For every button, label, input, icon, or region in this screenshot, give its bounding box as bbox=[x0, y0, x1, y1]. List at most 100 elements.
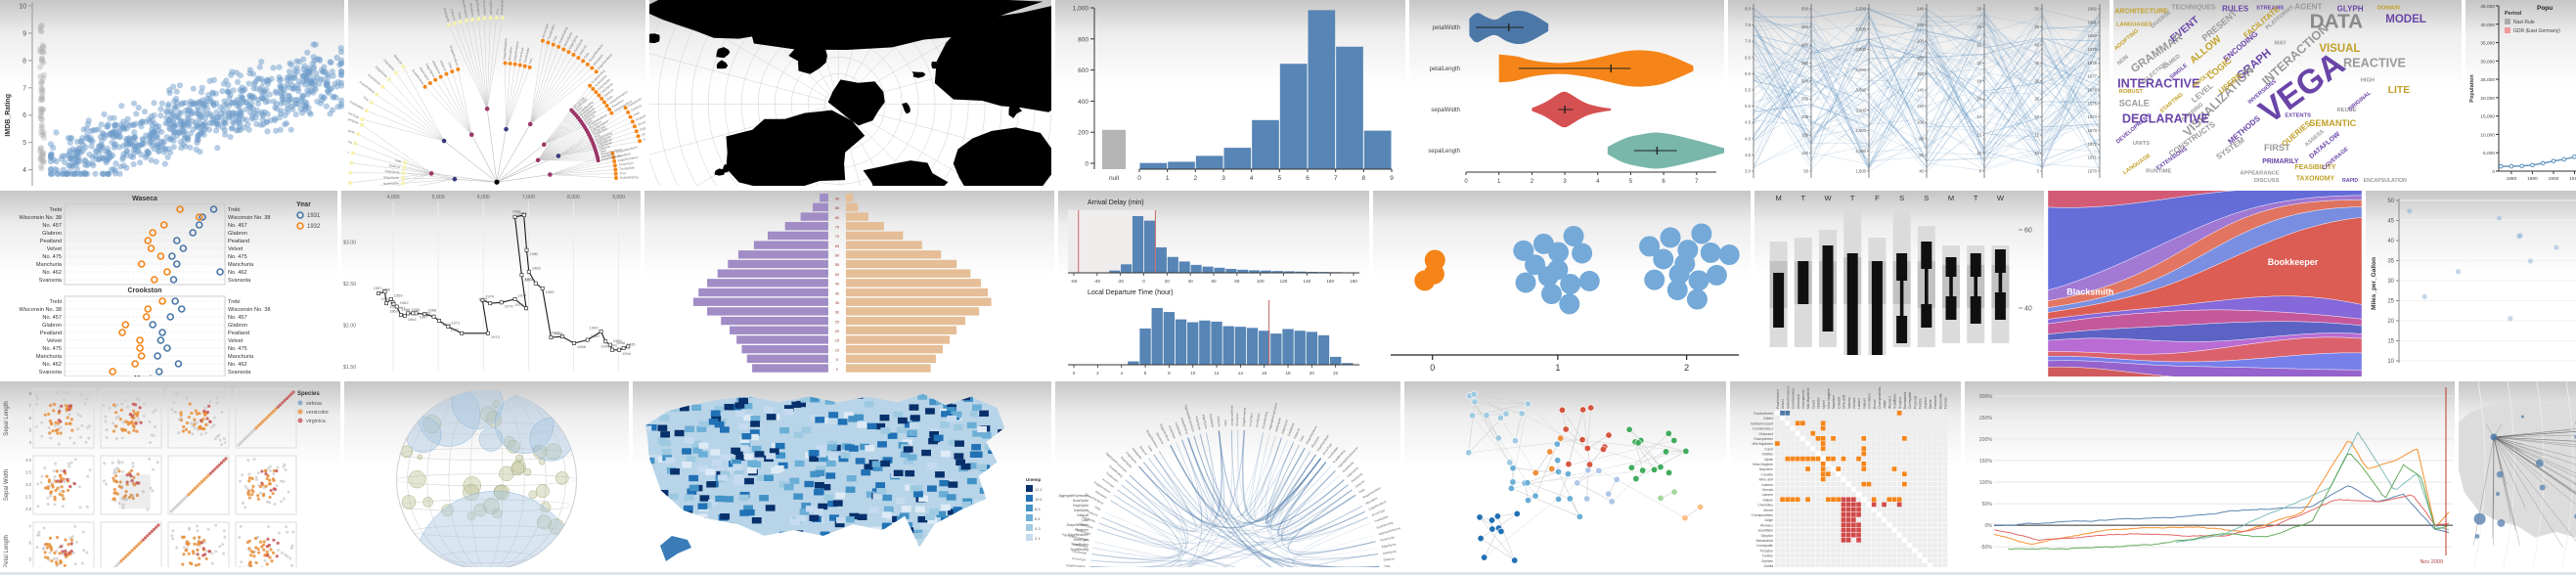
movies-histogram-chart: 1,000 800 600 400 200 0 null 0 1 2 3 4 5 6 7 8 9 bbox=[1073, 6, 1394, 183]
svg-text:IRenderer: IRenderer bbox=[617, 152, 633, 158]
svg-text:Bamatabois: Bamatabois bbox=[1756, 539, 1774, 543]
tile-flights-crossfilter[interactable]: Arrival Delay (min) -60 -40 -20 0 20 40 60 80 100… bbox=[1058, 191, 1369, 376]
svg-text:160: 160 bbox=[1326, 279, 1334, 284]
y-axis: 1,000 800 600 400 200 0 bbox=[1073, 6, 1095, 169]
svg-text:Champmathieu: Champmathieu bbox=[1878, 386, 1882, 409]
svg-text:TreeBuilder: TreeBuilder bbox=[348, 100, 365, 111]
tile-job-voyager[interactable]: Blacksmith Bookkeeper bbox=[2048, 191, 2362, 376]
tile-dot-groups[interactable]: 0 1 2 bbox=[1373, 191, 1751, 376]
svg-text:5.5: 5.5 bbox=[1745, 88, 1751, 93]
svg-text:ScaleBinding: ScaleBinding bbox=[1070, 548, 1088, 552]
svg-text:EdgeRenderer: EdgeRenderer bbox=[601, 154, 623, 161]
svg-text:1973: 1973 bbox=[491, 334, 501, 339]
svg-text:setosa: setosa bbox=[306, 401, 322, 407]
svg-text:20: 20 bbox=[1976, 61, 1981, 66]
svg-text:40,000: 40,000 bbox=[2480, 22, 2495, 28]
svg-text:50: 50 bbox=[835, 272, 840, 277]
leaf-labels: ShapeRendererIRendererEdgeRendererArrowT… bbox=[348, 0, 645, 186]
svg-text:1977: 1977 bbox=[518, 292, 528, 297]
svg-text:Svansota: Svansota bbox=[39, 370, 63, 376]
svg-text:TECHNIQUES: TECHNIQUES bbox=[2171, 5, 2216, 12]
svg-text:Mme.deR: Mme.deR bbox=[1843, 394, 1846, 409]
tile-parallel-coords[interactable]: 8.0 7.5 7.0 6.5 6.0 5.5 5.0 4.5 4.0 3.5 3.0 500 450 4… bbox=[1728, 0, 2110, 186]
svg-text:10.1: 10.1 bbox=[1035, 497, 1044, 502]
svg-text:CountessdeLo: CountessdeLo bbox=[1792, 388, 1796, 409]
svg-text:1976: 1976 bbox=[505, 303, 514, 308]
tile-edge-bundling[interactable]: AggregateExpressionNodeSpriteEdgeSpriteD… bbox=[1055, 381, 1400, 567]
svg-text:20: 20 bbox=[1165, 279, 1171, 284]
svg-text:No. 457: No. 457 bbox=[228, 223, 247, 229]
svg-text:3: 3 bbox=[1221, 175, 1225, 182]
tile-mpg-scatter[interactable]: 50 45 40 35 30 25 20 15 10 Miles_per_Gallon bbox=[2366, 191, 2576, 376]
svg-text:ScaleBinding: ScaleBinding bbox=[1071, 542, 1088, 549]
svg-text:ArrowType: ArrowType bbox=[1248, 413, 1254, 427]
tile-imdb-scatter[interactable]: 10 9 8 7 6 5 4 IMDB_Rating bbox=[0, 0, 344, 186]
tile-radial-tree[interactable]: ShapeRendererIRendererEdgeRendererArrowT… bbox=[348, 0, 645, 186]
tile-movies-histogram[interactable]: 1,000 800 600 400 200 0 null 0 1 2 3 4 5 6 7 8 9 bbox=[1055, 0, 1405, 186]
departure-bars bbox=[1128, 308, 1354, 365]
x-axis: 0 1 2 bbox=[1391, 354, 1739, 373]
svg-text:1991: 1991 bbox=[608, 342, 618, 347]
svg-text:1931: 1931 bbox=[307, 213, 321, 219]
svg-text:45,000: 45,000 bbox=[2480, 4, 2495, 10]
svg-text:ShapeRenderer: ShapeRenderer bbox=[449, 45, 460, 67]
svg-text:EdgeRenderer: EdgeRenderer bbox=[512, 40, 519, 62]
tile-airport-connections[interactable] bbox=[2459, 381, 2576, 567]
svg-text:2.5: 2.5 bbox=[25, 495, 31, 500]
svg-text:Fauchelevent: Fauchelevent bbox=[1754, 412, 1773, 416]
svg-text:85: 85 bbox=[835, 205, 840, 210]
iris-splom-chart: Sepal Length 8 7 6 5 4 Sepal Width 4.0 3.5 3.0 2.5… bbox=[4, 388, 329, 567]
svg-text:ArrowType: ArrowType bbox=[348, 110, 360, 119]
tile-iris-violins[interactable]: petalWidth petalLength sepalWidth sepalLeng… bbox=[1409, 0, 1724, 186]
tile-driving-shifts[interactable]: 4,000 5,000 6,000 7,000 8,000 9,000 $3.00 $2.50… bbox=[341, 191, 641, 376]
svg-text:5,000: 5,000 bbox=[2483, 151, 2495, 156]
tile-world-map[interactable] bbox=[649, 0, 1051, 186]
tile-falkensee-line[interactable]: 45,000 40,000 35,000 30,000 25,000 20,000 15,0… bbox=[2465, 0, 2576, 186]
svg-text:4.5: 4.5 bbox=[1745, 120, 1751, 125]
svg-text:DataSprite: DataSprite bbox=[1287, 422, 1296, 437]
svg-text:1963: 1963 bbox=[389, 309, 399, 314]
tile-us-choropleth[interactable]: Unemp 12.1 10.1 8.6 6.4 4.3 2.1 bbox=[633, 381, 1051, 567]
svg-text:VISUAL: VISUAL bbox=[2319, 43, 2360, 55]
curves bbox=[1089, 429, 1380, 567]
svg-text:10,000: 10,000 bbox=[2480, 132, 2495, 138]
svg-text:4.0: 4.0 bbox=[25, 458, 31, 463]
adjacency-matrix-chart: FaucheleventFaucheleventGribierGribierMo… bbox=[1751, 386, 1948, 567]
svg-text:1961: 1961 bbox=[397, 305, 407, 310]
svg-text:STREAMS: STREAMS bbox=[2256, 6, 2284, 12]
tile-earthquakes-globe[interactable] bbox=[344, 381, 629, 567]
svg-text:1994: 1994 bbox=[622, 351, 632, 356]
svg-text:14: 14 bbox=[1976, 114, 1981, 119]
svg-text:Simplice: Simplice bbox=[1898, 396, 1902, 409]
grid bbox=[2399, 199, 2576, 362]
svg-text:40: 40 bbox=[2034, 42, 2039, 47]
svg-text:3,500: 3,500 bbox=[1856, 88, 1867, 93]
svg-text:ArrowType: ArrowType bbox=[1101, 477, 1115, 489]
svg-text:4,000: 4,000 bbox=[387, 195, 400, 200]
tile-iris-splom[interactable]: Sepal Length 8 7 6 5 4 Sepal Width 4.0 3.5 3.0 2.5… bbox=[0, 381, 340, 567]
tile-population-pyramid[interactable]: 90 85 80 75 70 65 60 55 50 45 40 35 30 25 20 15 10 5 0 bbox=[644, 191, 1054, 376]
tile-weather-ranges[interactable]: M T W T F S S M T W 60 40 bbox=[1754, 191, 2044, 376]
svg-text:12: 12 bbox=[1214, 371, 1220, 376]
tile-adjacency-matrix[interactable]: Fauchelevent Fauchelevent Gribier Gribier Mo… bbox=[1730, 381, 1961, 567]
svg-text:20: 20 bbox=[1310, 371, 1315, 376]
svg-text:20: 20 bbox=[2034, 114, 2039, 119]
tile-barley-trellis[interactable]: Waseca Trebi Trebi Wisconsin No. 38 Wisconsi… bbox=[0, 191, 337, 376]
x-axis: null 0 1 2 3 4 5 6 7 8 9 bbox=[1109, 168, 1394, 182]
null-points bbox=[37, 22, 47, 172]
svg-text:DOMAIN: DOMAIN bbox=[2377, 6, 2400, 12]
svg-text:Myriel: Myriel bbox=[1822, 400, 1826, 409]
svg-text:DataSprite: DataSprite bbox=[1209, 414, 1215, 428]
tile-force-graph[interactable] bbox=[1404, 381, 1726, 567]
svg-text:1975: 1975 bbox=[2088, 101, 2098, 106]
svg-text:DataSprite: DataSprite bbox=[431, 60, 442, 74]
tile-stock-index-chart[interactable]: 300% 250% 200% 150% 100% 50% 0% -50% Nov 2009 bbox=[1965, 381, 2455, 567]
svg-text:DataList: DataList bbox=[393, 54, 404, 66]
svg-text:IRenderer: IRenderer bbox=[468, 3, 474, 19]
svg-text:NodeSprite: NodeSprite bbox=[1194, 416, 1202, 431]
svg-text:Valjean: Valjean bbox=[1762, 498, 1773, 502]
svg-text:1978: 1978 bbox=[514, 302, 524, 307]
svg-text:No. 475: No. 475 bbox=[228, 346, 247, 352]
svg-text:20,000: 20,000 bbox=[2480, 96, 2495, 102]
tile-word-cloud[interactable]: ARCHITECTURE TECHNIQUES RULES STREAMS AGENT G… bbox=[2113, 0, 2462, 186]
